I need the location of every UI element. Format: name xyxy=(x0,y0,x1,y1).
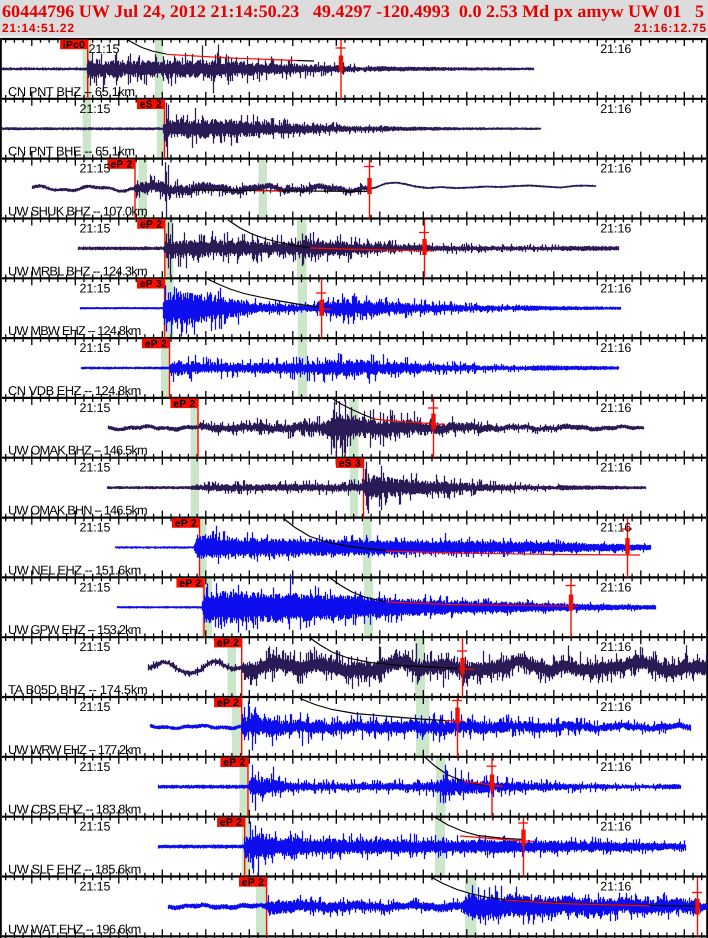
svg-text:21:16: 21:16 xyxy=(600,341,631,355)
svg-text:21:15: 21:15 xyxy=(80,700,111,714)
svg-text:eS 2: eS 2 xyxy=(140,100,162,111)
svg-text:21:15: 21:15 xyxy=(80,341,111,355)
svg-text:UW OMAK BHZ -- 146.5km: UW OMAK BHZ -- 146.5km xyxy=(8,443,148,458)
svg-text:UW CBS EHZ -- 183.8km: UW CBS EHZ -- 183.8km xyxy=(8,802,141,817)
svg-text:21:16: 21:16 xyxy=(600,102,631,116)
svg-text:eP 2: eP 2 xyxy=(173,399,195,410)
svg-text:UW SHUK BHZ -- 107.0km: UW SHUK BHZ -- 107.0km xyxy=(8,204,148,219)
svg-text:UW WRW EHZ -- 177.2km: UW WRW EHZ -- 177.2km xyxy=(8,742,141,757)
svg-text:eP 2: eP 2 xyxy=(179,578,201,589)
svg-text:eP 2: eP 2 xyxy=(110,160,132,171)
svg-text:21:15: 21:15 xyxy=(80,401,111,415)
svg-text:21:16: 21:16 xyxy=(600,700,631,714)
svg-text:21:16: 21:16 xyxy=(600,521,631,535)
svg-text:TA B05D BHZ -- 174.5km: TA B05D BHZ -- 174.5km xyxy=(8,682,148,697)
svg-text:21:16:12.75: 21:16:12.75 xyxy=(634,21,706,35)
svg-text:21:16: 21:16 xyxy=(600,461,631,475)
svg-text:21:16: 21:16 xyxy=(600,222,631,236)
svg-text:UW GPW EHZ -- 153.2km: UW GPW EHZ -- 153.2km xyxy=(8,622,141,637)
svg-text:21:15: 21:15 xyxy=(80,820,111,834)
svg-text:21:16: 21:16 xyxy=(600,162,631,176)
svg-text:21:15: 21:15 xyxy=(80,880,111,894)
svg-text:eP 2: eP 2 xyxy=(140,219,162,230)
svg-text:eP 3: eP 3 xyxy=(140,279,162,290)
svg-text:iPc0: iPc0 xyxy=(63,40,85,51)
svg-text:21:16: 21:16 xyxy=(600,401,631,415)
svg-text:21:15: 21:15 xyxy=(80,281,111,295)
svg-text:eP 2: eP 2 xyxy=(217,698,239,709)
svg-text:UW SLF EHZ -- 185.6km: UW SLF EHZ -- 185.6km xyxy=(8,862,141,877)
svg-text:UW WAT EHZ -- 196.6km: UW WAT EHZ -- 196.6km xyxy=(8,921,141,936)
svg-text:60444796 UW Jul 24, 2012 21:14: 60444796 UW Jul 24, 2012 21:14:50.23 49.… xyxy=(2,1,704,21)
svg-text:21:16: 21:16 xyxy=(600,880,631,894)
svg-text:CN PNT BHZ -- 65.1km: CN PNT BHZ -- 65.1km xyxy=(8,84,135,99)
svg-text:UW OMAK BHN -- 146.5km: UW OMAK BHN -- 146.5km xyxy=(8,503,148,518)
svg-text:21:15: 21:15 xyxy=(80,580,111,594)
svg-text:UW NEL EHZ -- 151.6km: UW NEL EHZ -- 151.6km xyxy=(8,562,141,577)
svg-text:21:16: 21:16 xyxy=(600,580,631,594)
svg-text:eP 2: eP 2 xyxy=(223,758,245,769)
svg-text:eP 2: eP 2 xyxy=(217,638,239,649)
svg-text:21:16: 21:16 xyxy=(600,281,631,295)
svg-text:eP 2: eP 2 xyxy=(220,818,242,829)
svg-text:UW MBW EHZ -- 124.8km: UW MBW EHZ -- 124.8km xyxy=(8,323,141,338)
svg-text:eS 3: eS 3 xyxy=(339,459,361,470)
svg-text:21:15: 21:15 xyxy=(80,760,111,774)
svg-text:UW MRBL BHZ -- 124.3km: UW MRBL BHZ -- 124.3km xyxy=(8,263,148,278)
svg-text:CN PNT BHE -- 65.1km: CN PNT BHE -- 65.1km xyxy=(8,144,135,159)
svg-text:eP 2: eP 2 xyxy=(242,877,264,888)
svg-text:21:15: 21:15 xyxy=(80,640,111,654)
svg-text:21:15: 21:15 xyxy=(80,461,111,475)
svg-text:eP 2: eP 2 xyxy=(145,339,167,350)
svg-text:21:16: 21:16 xyxy=(600,820,631,834)
svg-text:21:15: 21:15 xyxy=(80,162,111,176)
svg-text:CN VDB EHZ -- 124.8km: CN VDB EHZ -- 124.8km xyxy=(8,383,141,398)
svg-text:eP 2: eP 2 xyxy=(175,519,197,530)
svg-text:21:15: 21:15 xyxy=(80,521,111,535)
svg-text:21:14:51.22: 21:14:51.22 xyxy=(2,21,74,35)
svg-text:21:15: 21:15 xyxy=(80,102,111,116)
svg-text:21:16: 21:16 xyxy=(600,42,631,56)
svg-text:21:15: 21:15 xyxy=(89,42,120,56)
svg-text:21:15: 21:15 xyxy=(80,222,111,236)
svg-text:21:16: 21:16 xyxy=(600,760,631,774)
svg-text:21:16: 21:16 xyxy=(600,640,631,654)
